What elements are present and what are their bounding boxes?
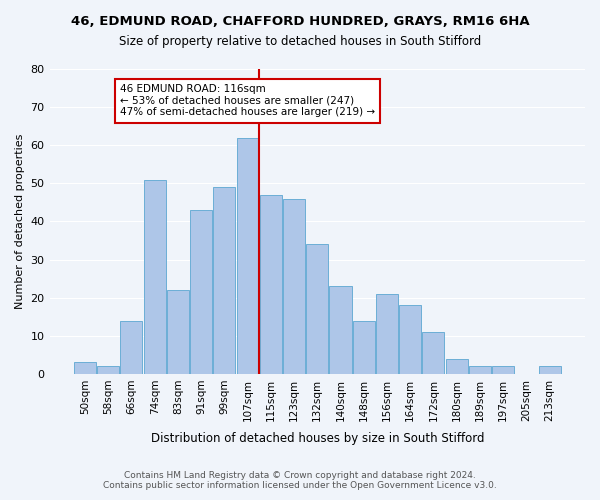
Bar xyxy=(492,366,514,374)
Text: 46, EDMUND ROAD, CHAFFORD HUNDRED, GRAYS, RM16 6HA: 46, EDMUND ROAD, CHAFFORD HUNDRED, GRAYS… xyxy=(71,15,529,28)
Bar xyxy=(353,320,375,374)
Bar xyxy=(236,138,259,374)
Bar xyxy=(469,366,491,374)
Y-axis label: Number of detached properties: Number of detached properties xyxy=(15,134,25,309)
Bar xyxy=(143,180,166,374)
Bar xyxy=(399,306,421,374)
Bar xyxy=(167,290,189,374)
Bar xyxy=(376,294,398,374)
Bar xyxy=(283,198,305,374)
Bar xyxy=(260,195,282,374)
Bar xyxy=(121,320,142,374)
Bar xyxy=(446,358,468,374)
Bar xyxy=(97,366,119,374)
Text: 46 EDMUND ROAD: 116sqm
← 53% of detached houses are smaller (247)
47% of semi-de: 46 EDMUND ROAD: 116sqm ← 53% of detached… xyxy=(120,84,375,117)
Text: Size of property relative to detached houses in South Stifford: Size of property relative to detached ho… xyxy=(119,35,481,48)
Bar xyxy=(329,286,352,374)
Bar xyxy=(306,244,328,374)
Bar xyxy=(74,362,96,374)
Bar xyxy=(190,210,212,374)
Bar xyxy=(213,187,235,374)
X-axis label: Distribution of detached houses by size in South Stifford: Distribution of detached houses by size … xyxy=(151,432,484,445)
Text: Contains HM Land Registry data © Crown copyright and database right 2024.
Contai: Contains HM Land Registry data © Crown c… xyxy=(103,470,497,490)
Bar xyxy=(539,366,560,374)
Bar xyxy=(422,332,445,374)
